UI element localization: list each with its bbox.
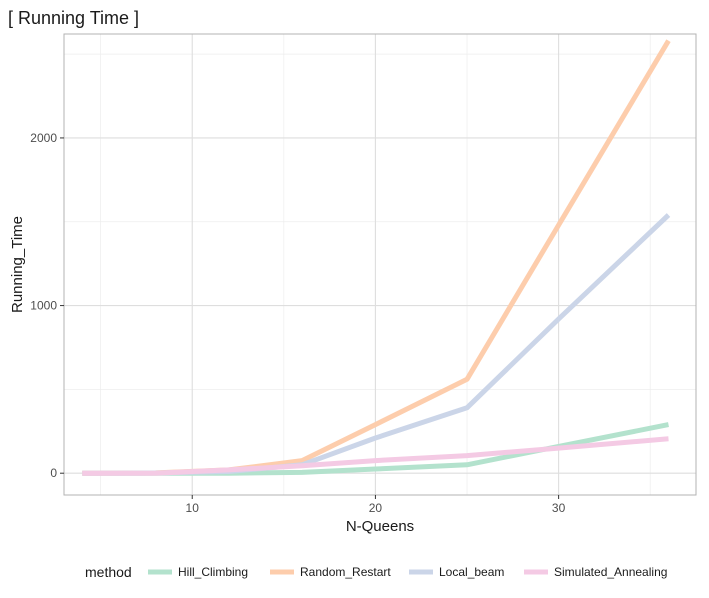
plot-panel-border: [63, 33, 697, 496]
legend: method Hill_Climbing Random_Restart Local_…: [85, 564, 667, 580]
series-lines: [82, 39, 671, 476]
grid: [64, 34, 696, 495]
y-axis-title: Running_Time: [9, 216, 26, 313]
legend-title: method: [85, 564, 132, 580]
legend-label: Random_Restart: [300, 565, 391, 579]
series-line-simulated-annealing: [82, 436, 669, 476]
y-tick-label: 0: [50, 466, 57, 480]
x-axis-title: N-Queens: [346, 518, 414, 535]
legend-label: Simulated_Annealing: [554, 565, 667, 579]
chart-title: [ Running Time ]: [8, 8, 139, 28]
x-tick-label: 10: [186, 501, 200, 515]
x-tick-label: 30: [552, 501, 566, 515]
legend-label: Local_beam: [439, 565, 504, 579]
y-tick-label: 2000: [30, 131, 57, 145]
y-tick-label: 1000: [30, 299, 57, 313]
legend-label: Hill_Climbing: [178, 565, 248, 579]
x-tick-label: 20: [369, 501, 383, 515]
axes: 10 20 30 0 1000 2000: [30, 131, 565, 515]
